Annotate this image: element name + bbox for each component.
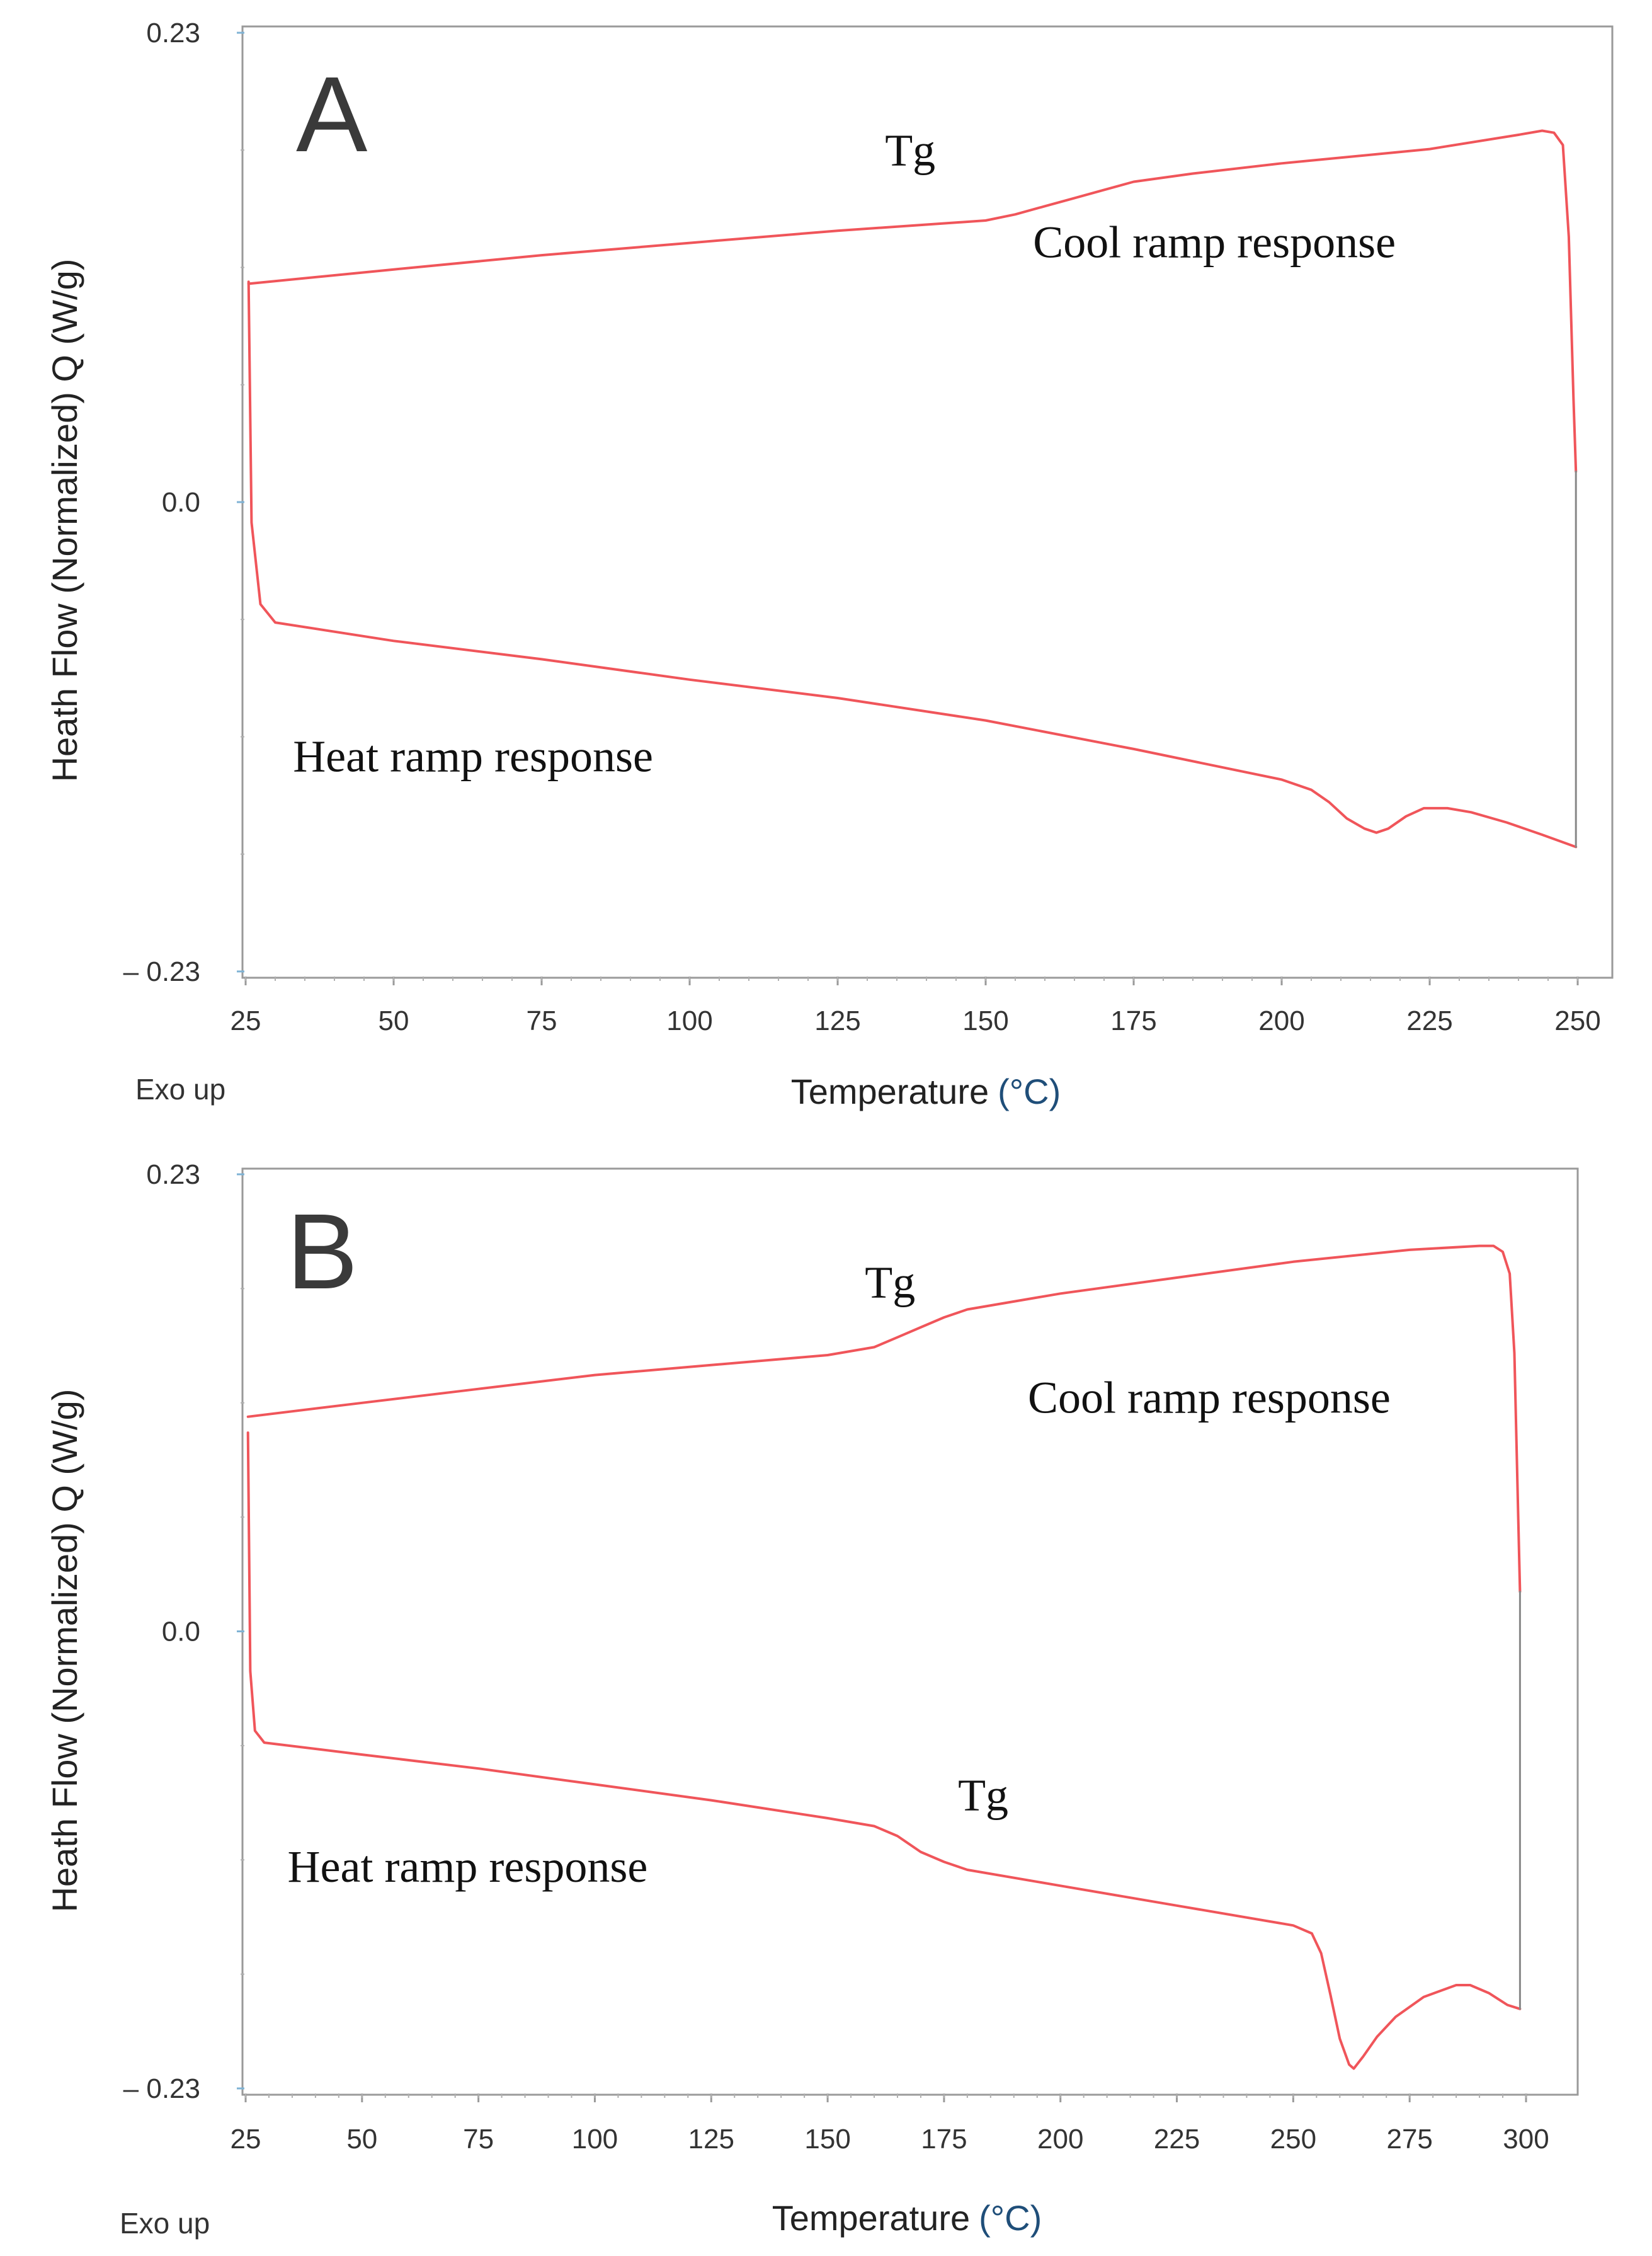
x-tick-label: 225: [1406, 1005, 1452, 1036]
annotation-label: Heat ramp response: [293, 731, 653, 782]
y-axis-ticks: 0.23 0.0 – 0.23: [123, 1159, 244, 2104]
x-tick-label: 175: [921, 2124, 967, 2155]
x-axis-unit: (°C): [979, 2198, 1042, 2238]
series-line-0: [246, 1431, 1522, 2070]
x-tick-label: 275: [1386, 2124, 1432, 2155]
x-tick-label: 200: [1258, 1005, 1304, 1036]
annotation-label: Tg: [865, 1257, 915, 1308]
panel-letter: A: [296, 55, 368, 175]
x-tick-label: 175: [1110, 1005, 1156, 1036]
y-axis-title: Heath Flow (Normalized) Q (W/g): [45, 1389, 84, 1913]
annotation-label: Cool ramp response: [1033, 217, 1396, 267]
x-tick-label: 225: [1154, 2124, 1200, 2155]
series-line-1: [247, 129, 1578, 473]
x-axis-label: Temperature: [772, 2198, 970, 2238]
x-tick-label: 50: [379, 1005, 409, 1036]
x-tick-label: 50: [346, 2124, 377, 2155]
y-tick-label: 0.23: [146, 18, 200, 49]
y-axis-ticks: 0.23 0.0 – 0.23: [123, 18, 244, 987]
x-tick-label: 25: [231, 2124, 261, 2155]
y-tick-label: – 0.23: [123, 2073, 200, 2104]
x-axis-title: Temperature (°C): [772, 2198, 1042, 2238]
annotation-label: Tg: [958, 1770, 1008, 1820]
annotation-label: Heat ramp response: [288, 1841, 648, 1892]
x-axis-label: Temperature: [791, 1072, 989, 1111]
annotation-label: Cool ramp response: [1028, 1373, 1391, 1423]
y-axis-title: Heath Flow (Normalized) Q (W/g): [45, 259, 84, 782]
data-series: [246, 1244, 1522, 2070]
chart-panel-a: 25 50 75 100 125 150 175 200 225 250 0.23 0.0 – 0.2…: [45, 18, 1614, 1111]
x-tick-label: 125: [814, 1005, 860, 1036]
series-line-0: [247, 280, 1578, 849]
annotation-label: Tg: [885, 125, 935, 176]
y-tick-label: – 0.23: [123, 956, 200, 987]
x-tick-label: 250: [1270, 2124, 1316, 2155]
x-tick-label: 250: [1554, 1005, 1600, 1036]
x-axis-unit: (°C): [998, 1072, 1061, 1111]
x-axis-ticks: 25 50 75 100 125 150 175 200 225 250 275 300: [231, 2093, 1549, 2155]
data-series: [247, 129, 1578, 849]
x-tick-label: 200: [1037, 2124, 1083, 2155]
x-tick-label: 75: [527, 1005, 557, 1036]
series-line-1: [246, 1244, 1522, 1593]
x-tick-label: 150: [804, 2124, 850, 2155]
panel-letter: B: [287, 1192, 358, 1312]
x-axis-title: Temperature (°C): [791, 1072, 1061, 1111]
x-tick-label: 125: [688, 2124, 734, 2155]
y-tick-label: 0.23: [146, 1159, 200, 1190]
exo-up-note: Exo up: [120, 2207, 210, 2240]
x-tick-label: 25: [231, 1005, 261, 1036]
annotations: Tg Cool ramp response Heat ramp response: [293, 125, 1396, 782]
exo-up-note: Exo up: [135, 1073, 225, 1106]
chart-panel-b: 25 50 75 100 125 150 175 200 225 250 275 300 0.230.…: [45, 1159, 1579, 2240]
x-tick-label: 75: [463, 2124, 494, 2155]
x-tick-label: 100: [666, 1005, 712, 1036]
y-tick-label: 0.0: [162, 1617, 200, 1647]
y-tick-label: 0.0: [162, 487, 200, 518]
x-tick-label: 300: [1503, 2124, 1549, 2155]
x-axis-ticks: 25 50 75 100 125 150 175 200 225 250: [231, 976, 1601, 1036]
x-tick-label: 100: [572, 2124, 618, 2155]
x-tick-label: 150: [962, 1005, 1008, 1036]
annotations: Tg Cool ramp response Tg Heat ramp response: [288, 1257, 1391, 1892]
